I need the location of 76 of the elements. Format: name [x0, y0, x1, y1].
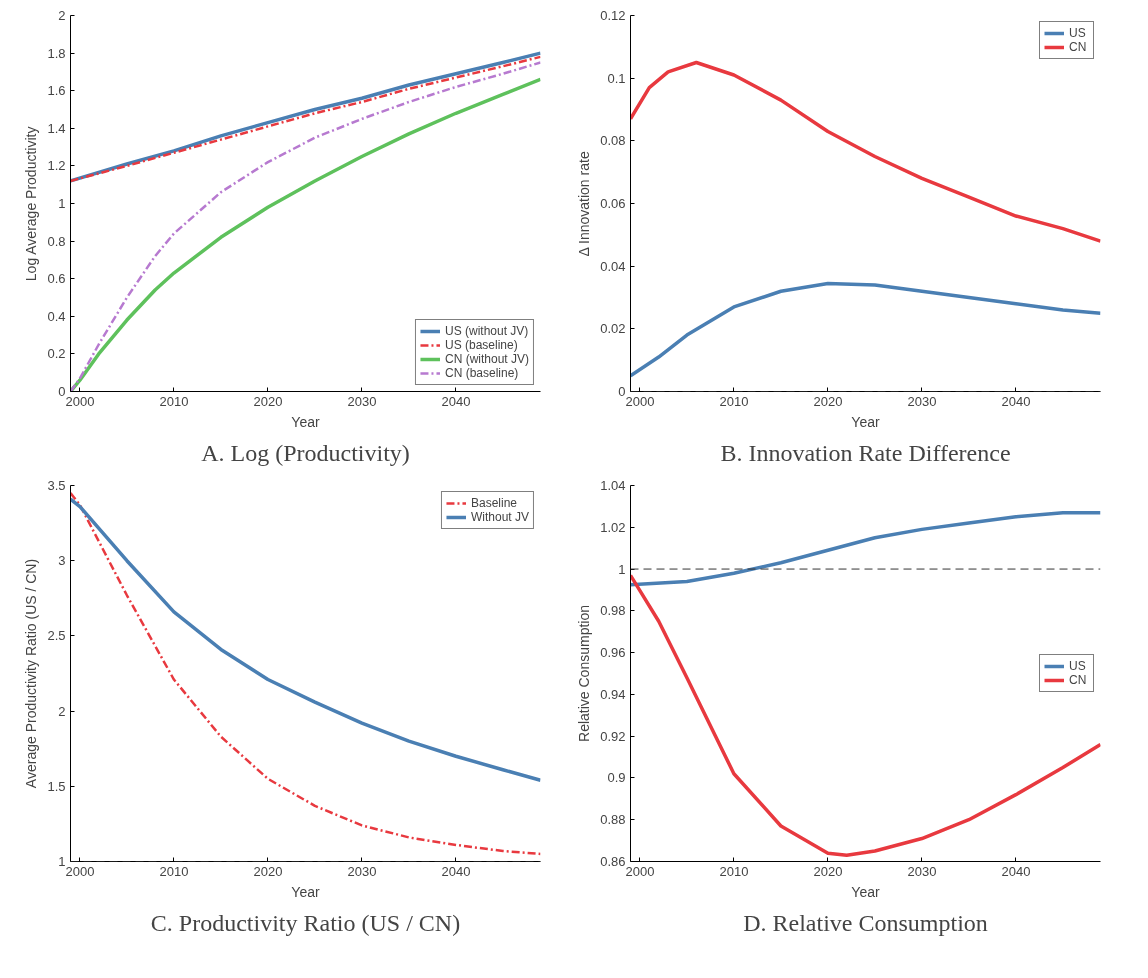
y-tick-label: 0.8	[47, 233, 66, 249]
x-tick-label: 2000	[65, 393, 95, 409]
y-tick-label: 0.2	[47, 346, 66, 362]
legend-label: US	[1069, 26, 1087, 40]
y-tick-label: 1.2	[47, 158, 66, 174]
y-tick-label: 0.04	[600, 258, 626, 274]
legend-label: Baseline	[470, 496, 517, 510]
y-tick-label: 1.8	[47, 45, 66, 61]
x-tick-label: 2020	[813, 863, 843, 879]
x-tick-label: 2020	[813, 393, 843, 409]
y-tick-label: 0.96	[600, 645, 626, 661]
x-tick-label: 2010	[719, 393, 749, 409]
y-tick-label: 0.98	[600, 603, 626, 619]
legend-label: CN	[1069, 673, 1088, 687]
y-tick-label: 1.6	[47, 83, 66, 99]
y-tick-label: 0.94	[600, 686, 626, 702]
y-tick-label: 3	[58, 553, 66, 569]
y-tick-label: 2.5	[47, 628, 66, 644]
y-tick-label: 0	[618, 384, 626, 399]
x-tick-label: 2020	[253, 863, 283, 879]
y-tick-label: 0.86	[600, 854, 626, 869]
legend-label: CN (baseline)	[444, 366, 519, 380]
x-tick-label: 2000	[625, 863, 655, 879]
y-tick-label: 0.08	[600, 133, 626, 149]
x-tick-label: 2040	[441, 393, 471, 409]
y-tick-label: 1.02	[600, 519, 626, 535]
y-axis-title: Log Average Productivity	[23, 126, 40, 282]
x-tick-label: 2010	[159, 863, 189, 879]
legend-label: US (baseline)	[444, 338, 518, 352]
y-tick-label: 1	[58, 196, 66, 211]
x-axis-title: Year	[851, 413, 880, 430]
x-tick-label: 2030	[347, 863, 377, 879]
x-tick-label: 2030	[347, 393, 377, 409]
x-axis-title: Year	[291, 883, 320, 900]
y-tick-label: 2	[58, 703, 66, 719]
text: B. Innovation Rate Difference	[720, 439, 1011, 466]
y-tick-label: 0.1	[607, 70, 626, 86]
x-tick-label: 2020	[253, 393, 283, 409]
x-tick-label: 2010	[159, 393, 189, 409]
y-tick-label: 1.04	[600, 478, 626, 493]
y-tick-label: 2	[58, 8, 66, 23]
y-tick-label: 0.88	[600, 812, 626, 828]
x-tick-label: 2030	[907, 863, 937, 879]
y-tick-label: 0	[58, 384, 66, 399]
y-axis-title: Average Productivity Ratio (US / CN)	[23, 558, 40, 789]
text: A. Log (Productivity)	[201, 439, 410, 466]
legend-label: US	[1069, 659, 1087, 673]
x-tick-label: 2040	[441, 863, 471, 879]
legend-label: US (without JV)	[444, 324, 529, 338]
x-axis-title: Year	[291, 413, 320, 430]
y-tick-label: 0.02	[600, 321, 626, 337]
y-tick-label: 1	[618, 561, 626, 577]
y-tick-label: 3.5	[47, 478, 66, 493]
x-tick-label: 2040	[1001, 393, 1031, 409]
legend-label: CN (without JV)	[444, 352, 529, 366]
x-tick-label: 2030	[907, 393, 937, 409]
y-tick-label: 0.4	[47, 308, 66, 324]
x-tick-label: 2000	[65, 863, 95, 879]
text: D. Relative Consumption	[743, 909, 988, 936]
legend-label: Without JV	[470, 510, 529, 524]
x-tick-label: 2010	[719, 863, 749, 879]
y-tick-label: 1.5	[47, 778, 66, 794]
y-tick-label: 0.92	[600, 728, 626, 744]
y-tick-label: 1	[58, 854, 66, 869]
y-tick-label: 0.6	[47, 271, 66, 287]
text: C. Productivity Ratio (US / CN)	[150, 909, 461, 936]
y-axis-title: Relative Consumption	[576, 605, 593, 742]
legend-label: CN	[1069, 40, 1088, 54]
x-axis-title: Year	[851, 883, 880, 900]
x-tick-label: 2000	[625, 393, 655, 409]
y-axis-title: Δ Innovation rate	[576, 151, 593, 257]
y-tick-label: 1.4	[47, 120, 66, 136]
x-tick-label: 2040	[1001, 863, 1031, 879]
y-tick-label: 0.12	[600, 8, 626, 23]
y-tick-label: 0.9	[607, 770, 626, 786]
y-tick-label: 0.06	[600, 196, 626, 211]
